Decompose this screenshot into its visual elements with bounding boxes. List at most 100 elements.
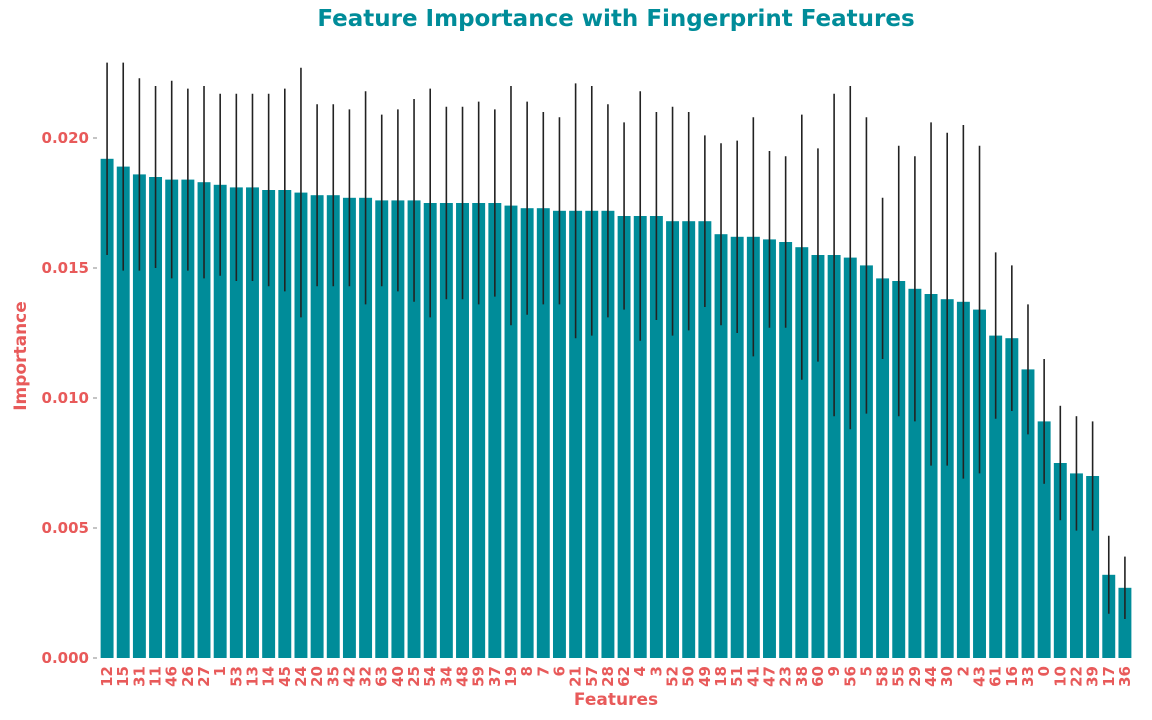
bar-24 xyxy=(294,192,308,658)
bar-16 xyxy=(1005,338,1019,658)
y-tick-label: 0.005 xyxy=(42,519,89,537)
y-axis-label: Importance xyxy=(11,301,31,411)
x-tick-label: 23 xyxy=(777,666,795,687)
x-tick-label: 42 xyxy=(340,666,358,687)
bar-43 xyxy=(973,309,986,658)
bar-9 xyxy=(827,255,841,658)
x-tick-label: 6 xyxy=(550,666,568,676)
bar-38 xyxy=(795,247,809,658)
x-tick-label: 28 xyxy=(599,666,617,687)
bar-0 xyxy=(1037,421,1051,658)
bar-4 xyxy=(633,216,647,658)
y-tick-label: 0.010 xyxy=(42,389,89,407)
bar-2 xyxy=(956,301,970,658)
bar-44 xyxy=(924,294,938,658)
x-tick-label: 29 xyxy=(906,666,924,687)
bar-34 xyxy=(439,203,453,658)
bar-41 xyxy=(746,236,760,659)
bar-57 xyxy=(585,210,599,659)
bar-48 xyxy=(456,203,469,658)
bar-36 xyxy=(1118,587,1132,658)
x-tick-label: 9 xyxy=(825,666,843,676)
y-tick-label: 0.000 xyxy=(42,649,89,667)
x-tick-label: 30 xyxy=(938,666,956,687)
x-tick-label: 50 xyxy=(680,666,698,687)
x-tick-label: 46 xyxy=(163,666,181,687)
bar-51 xyxy=(730,236,744,659)
x-tick-label: 3 xyxy=(647,666,665,676)
bar-39 xyxy=(1086,476,1100,658)
y-tick-label: 0.020 xyxy=(42,129,89,147)
x-tick-label: 8 xyxy=(518,666,536,676)
x-tick-label: 34 xyxy=(437,666,455,687)
x-tick-label: 24 xyxy=(292,666,310,687)
x-tick-label: 5 xyxy=(857,666,875,676)
x-tick-label: 4 xyxy=(631,666,649,676)
bar-3 xyxy=(649,216,663,658)
x-tick-label: 32 xyxy=(357,666,375,687)
x-tick-label: 47 xyxy=(760,666,778,687)
bar-60 xyxy=(811,255,825,658)
bar-12 xyxy=(100,158,114,659)
bar-56 xyxy=(843,257,857,658)
x-tick-label: 61 xyxy=(987,666,1005,687)
x-tick-label: 51 xyxy=(728,666,746,687)
y-tick-label: 0.015 xyxy=(42,259,89,277)
x-tick-label: 49 xyxy=(696,666,714,687)
x-tick-label: 14 xyxy=(260,666,278,687)
bar-23 xyxy=(779,242,793,658)
x-tick-label: 0 xyxy=(1035,666,1053,676)
bar-20 xyxy=(310,195,324,658)
bar-30 xyxy=(940,299,954,658)
bar-27 xyxy=(197,182,211,658)
x-tick-label: 31 xyxy=(130,666,148,687)
x-tick-label: 60 xyxy=(809,666,827,687)
x-tick-label: 41 xyxy=(744,666,762,687)
bars-layer xyxy=(100,158,1132,659)
bar-40 xyxy=(391,200,405,658)
x-tick-label: 33 xyxy=(1019,666,1037,687)
bar-25 xyxy=(407,200,421,658)
x-axis-label: Features xyxy=(574,690,658,710)
x-tick-label: 25 xyxy=(405,666,423,687)
bar-6 xyxy=(552,210,566,659)
x-tick-label: 36 xyxy=(1116,666,1134,687)
x-tick-label: 1 xyxy=(211,666,229,676)
x-tick-label: 20 xyxy=(308,666,326,687)
x-tick-label: 21 xyxy=(567,666,585,687)
bar-32 xyxy=(359,197,373,659)
error-bars-layer xyxy=(106,62,1126,619)
bar-58 xyxy=(876,278,890,658)
bar-19 xyxy=(504,205,518,658)
x-tick-label: 48 xyxy=(454,666,472,687)
y-axis: 0.000 0.005 0.010 0.015 0.020 xyxy=(42,129,97,667)
x-tick-label: 62 xyxy=(615,666,633,687)
x-tick-label: 27 xyxy=(195,666,213,687)
bar-42 xyxy=(342,197,356,659)
bar-8 xyxy=(520,208,534,658)
bar-13 xyxy=(246,187,259,658)
x-tick-label: 16 xyxy=(1003,666,1021,687)
bar-47 xyxy=(763,239,776,658)
x-tick-label: 40 xyxy=(389,666,407,687)
x-tick-label: 11 xyxy=(147,666,165,687)
bar-29 xyxy=(908,288,922,658)
x-tick-label: 17 xyxy=(1100,666,1118,687)
x-tick-label: 56 xyxy=(841,666,859,687)
x-tick-label: 54 xyxy=(421,666,439,687)
bar-31 xyxy=(132,174,146,658)
x-tick-label: 15 xyxy=(114,666,132,687)
bar-52 xyxy=(666,221,680,658)
bar-62 xyxy=(617,216,631,658)
bar-50 xyxy=(682,221,696,658)
bar-61 xyxy=(989,335,1003,658)
x-tick-label: 37 xyxy=(486,666,504,687)
bar-55 xyxy=(892,281,906,658)
x-tick-label: 35 xyxy=(324,666,342,687)
x-tick-label: 12 xyxy=(98,666,116,687)
bar-33 xyxy=(1021,369,1035,658)
x-tick-label: 58 xyxy=(874,666,892,687)
bar-35 xyxy=(326,195,340,658)
x-tick-label: 55 xyxy=(890,666,908,687)
bar-18 xyxy=(714,234,728,658)
